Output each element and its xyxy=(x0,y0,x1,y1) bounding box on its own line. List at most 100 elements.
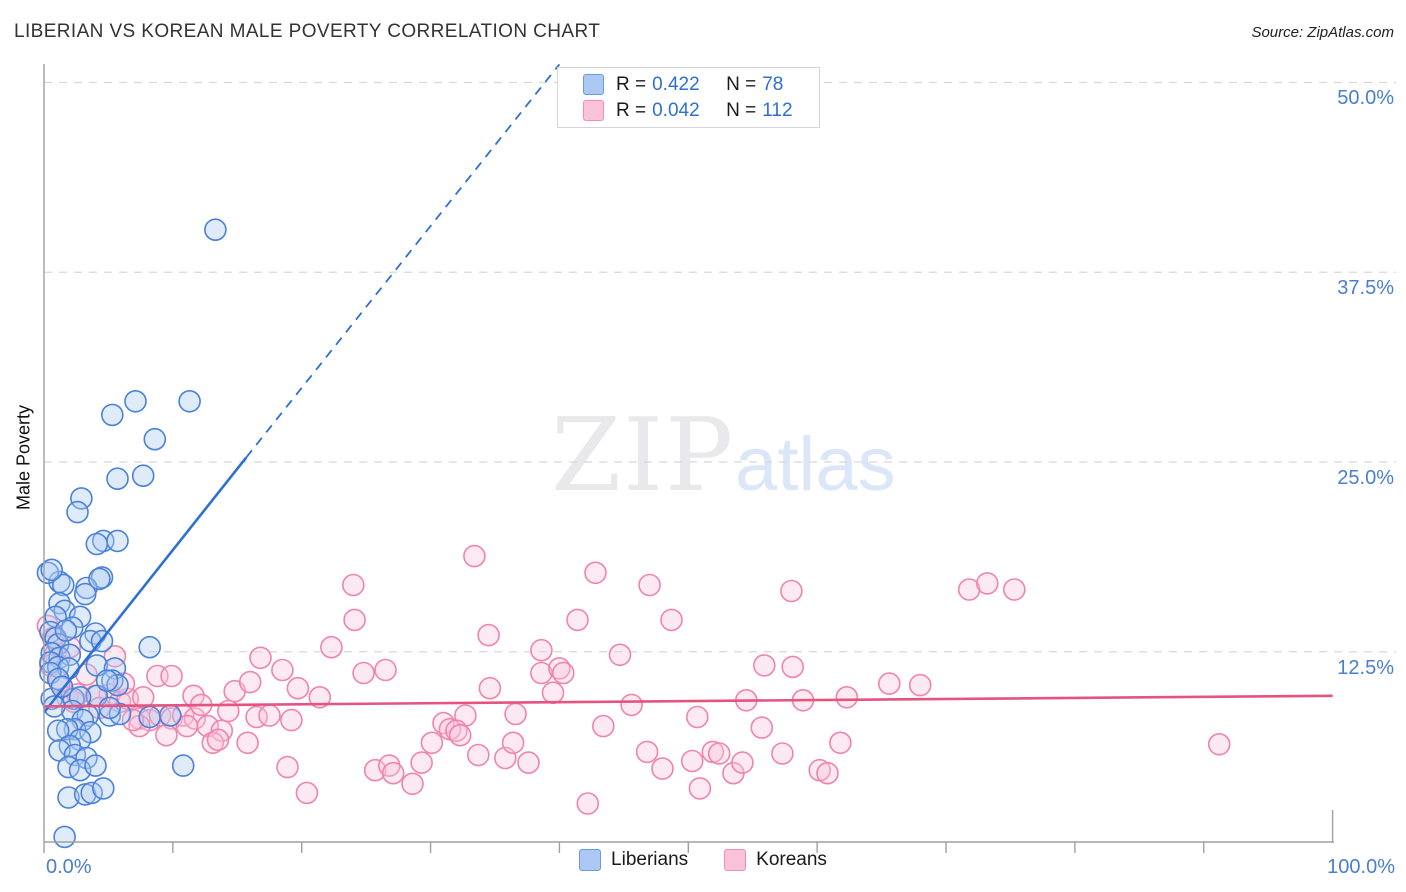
scatter-point-koreans[interactable] xyxy=(635,740,659,764)
scatter-point-liberians[interactable] xyxy=(143,427,167,451)
scatter-point-koreans[interactable] xyxy=(155,723,178,747)
scatter-point-koreans[interactable] xyxy=(835,685,859,709)
scatter-point-koreans[interactable] xyxy=(651,757,674,780)
scatter-point-koreans[interactable] xyxy=(504,702,527,726)
scatter-point-koreans[interactable] xyxy=(280,708,303,732)
scatter-point-liberians[interactable] xyxy=(54,619,78,642)
legend-item-liberians[interactable]: Liberians xyxy=(579,849,688,871)
scatter-point-liberians[interactable] xyxy=(204,218,227,241)
scatter-point-liberians[interactable] xyxy=(95,669,119,692)
scatter-point-liberians[interactable] xyxy=(106,529,129,553)
n-value: 112 xyxy=(762,99,793,121)
scatter-point-koreans[interactable] xyxy=(381,761,405,785)
scatter-point-koreans[interactable] xyxy=(448,723,472,747)
scatter-point-koreans[interactable] xyxy=(463,544,486,568)
scatter-point-koreans[interactable] xyxy=(352,661,375,685)
scatter-point-koreans[interactable] xyxy=(466,743,490,767)
scatter-point-liberians[interactable] xyxy=(131,464,155,488)
scatter-point-koreans[interactable] xyxy=(286,676,310,700)
scatter-point-koreans[interactable] xyxy=(638,573,661,597)
scatter-point-koreans[interactable] xyxy=(103,644,127,668)
scatter-point-koreans[interactable] xyxy=(566,608,589,632)
scatter-point-liberians[interactable] xyxy=(92,777,115,800)
scatter-point-liberians[interactable] xyxy=(85,532,109,556)
scatter-point-koreans[interactable] xyxy=(295,781,319,805)
scatter-point-koreans[interactable] xyxy=(591,714,615,738)
scatter-point-liberians[interactable] xyxy=(124,389,147,413)
scatter-point-koreans[interactable] xyxy=(771,742,794,765)
scatter-point-koreans[interactable] xyxy=(975,572,999,595)
scatter-point-liberians[interactable] xyxy=(138,705,161,729)
scatter-point-liberians[interactable] xyxy=(66,500,89,524)
scatter-point-koreans[interactable] xyxy=(410,751,433,774)
scatter-point-liberians[interactable] xyxy=(98,696,121,720)
scatter-point-liberians[interactable] xyxy=(70,487,93,510)
scatter-point-koreans[interactable] xyxy=(160,664,183,688)
scatter-point-koreans[interactable] xyxy=(236,731,259,755)
scatter-point-koreans[interactable] xyxy=(584,561,607,585)
scatter-point-koreans[interactable] xyxy=(1207,732,1231,756)
scatter-point-koreans[interactable] xyxy=(478,676,502,700)
scatter-point-koreans[interactable] xyxy=(276,755,299,779)
scatter-point-liberians[interactable] xyxy=(46,719,70,743)
scatter-point-koreans[interactable] xyxy=(576,792,600,815)
scatter-point-koreans[interactable] xyxy=(707,742,731,765)
scatter-point-koreans[interactable] xyxy=(816,761,839,785)
scatter-point-koreans[interactable] xyxy=(829,731,852,755)
scatter-point-koreans[interactable] xyxy=(206,728,230,752)
scatter-point-koreans[interactable] xyxy=(374,658,397,682)
scatter-point-koreans[interactable] xyxy=(877,672,901,695)
scatter-point-koreans[interactable] xyxy=(752,654,776,677)
scatter-point-koreans[interactable] xyxy=(401,772,424,796)
scatter-point-koreans[interactable] xyxy=(517,751,540,774)
scatter-point-liberians[interactable] xyxy=(84,754,107,777)
scatter-point-koreans[interactable] xyxy=(1002,578,1026,601)
scatter-point-koreans[interactable] xyxy=(320,635,343,659)
scatter-point-koreans[interactable] xyxy=(688,777,712,800)
scatter-point-koreans[interactable] xyxy=(530,661,553,685)
scatter-point-koreans[interactable] xyxy=(249,646,272,670)
scatter-point-koreans[interactable] xyxy=(551,661,575,685)
legend-row-liberians: R = 0.422 N = 78 xyxy=(583,74,819,96)
scatter-point-liberians[interactable] xyxy=(53,825,76,849)
scatter-point-koreans[interactable] xyxy=(258,704,281,727)
scatter-point-liberians[interactable] xyxy=(80,781,103,805)
scatter-point-koreans[interactable] xyxy=(121,708,145,732)
scatter-point-liberians[interactable] xyxy=(178,389,201,413)
scatter-point-koreans[interactable] xyxy=(341,573,365,597)
scatter-point-koreans[interactable] xyxy=(343,608,366,632)
scatter-point-koreans[interactable] xyxy=(477,623,500,647)
scatter-point-koreans[interactable] xyxy=(363,758,387,782)
scatter-point-liberians[interactable] xyxy=(57,786,80,809)
scatter-point-koreans[interactable] xyxy=(608,643,632,667)
scatter-point-koreans[interactable] xyxy=(308,685,332,709)
scatter-point-liberians[interactable] xyxy=(51,573,75,597)
scatter-point-koreans[interactable] xyxy=(501,731,525,755)
scatter-point-koreans[interactable] xyxy=(908,673,932,697)
scatter-point-koreans[interactable] xyxy=(420,731,444,755)
scatter-point-liberians[interactable] xyxy=(159,704,182,727)
scatter-point-liberians[interactable] xyxy=(75,746,98,770)
scatter-point-liberians[interactable] xyxy=(101,403,124,427)
scatter-point-liberians[interactable] xyxy=(36,561,60,585)
scatter-point-koreans[interactable] xyxy=(750,716,774,739)
scatter-point-koreans[interactable] xyxy=(530,638,553,662)
scatter-point-koreans[interactable] xyxy=(781,655,805,679)
scatter-point-koreans[interactable] xyxy=(271,658,294,682)
scatter-point-koreans[interactable] xyxy=(238,670,262,694)
scatter-point-koreans[interactable] xyxy=(731,751,754,774)
scatter-point-liberians[interactable] xyxy=(138,635,161,659)
scatter-point-koreans[interactable] xyxy=(685,705,709,729)
scatter-point-liberians[interactable] xyxy=(106,467,129,491)
legend-item-koreans[interactable]: Koreans xyxy=(724,849,827,871)
scatter-point-koreans[interactable] xyxy=(541,681,565,705)
scatter-point-koreans[interactable] xyxy=(660,608,683,632)
scatter-point-koreans[interactable] xyxy=(620,693,643,717)
scatter-point-koreans[interactable] xyxy=(680,749,704,773)
scatter-point-liberians[interactable] xyxy=(40,558,64,582)
scatter-point-liberians[interactable] xyxy=(73,582,97,606)
scatter-point-koreans[interactable] xyxy=(432,711,455,735)
scatter-point-liberians[interactable] xyxy=(171,754,195,777)
scatter-point-liberians[interactable] xyxy=(88,567,111,591)
scatter-point-koreans[interactable] xyxy=(780,579,803,603)
